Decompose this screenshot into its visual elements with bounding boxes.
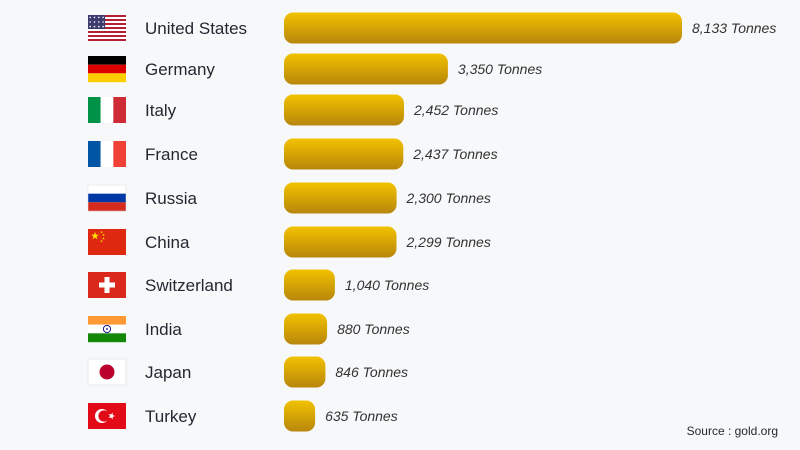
india-flag-icon — [88, 316, 126, 343]
bar — [284, 138, 404, 170]
value-label: 2,452 Tonnes — [413, 102, 498, 118]
value-label: 2,299 Tonnes — [406, 234, 491, 250]
value-label: 2,437 Tonnes — [412, 146, 497, 162]
country-label: Turkey — [145, 407, 197, 426]
bar — [284, 226, 397, 258]
bar — [284, 182, 397, 214]
value-label: 2,300 Tonnes — [406, 190, 491, 206]
value-label: 846 Tonnes — [335, 364, 408, 380]
us-flag-icon — [88, 15, 126, 41]
value-label: 880 Tonnes — [337, 321, 410, 337]
italy-flag-icon — [88, 97, 126, 123]
bar — [284, 269, 335, 301]
country-label: China — [145, 233, 190, 252]
bar — [284, 356, 326, 388]
bar — [284, 53, 448, 85]
france-flag-icon — [88, 141, 126, 167]
bar — [284, 400, 316, 432]
country-label: Italy — [145, 101, 177, 120]
country-label: Russia — [145, 189, 198, 208]
bar — [284, 94, 404, 126]
value-label: 635 Tonnes — [325, 408, 398, 424]
country-label: India — [145, 320, 182, 339]
country-label: Switzerland — [145, 276, 233, 295]
country-label: Germany — [145, 60, 215, 79]
china-flag-icon — [88, 229, 126, 255]
japan-flag-icon — [87, 358, 127, 386]
value-label: 3,350 Tonnes — [458, 61, 542, 77]
bar — [284, 12, 682, 44]
source-note: Source : gold.org — [686, 424, 778, 438]
turkey-flag-icon — [88, 403, 126, 429]
value-label: 8,133 Tonnes — [692, 20, 776, 36]
country-label: Japan — [145, 363, 191, 382]
germany-flag-icon — [88, 56, 126, 83]
switzerland-flag-icon — [88, 272, 126, 298]
value-label: 1,040 Tonnes — [345, 277, 429, 293]
country-label: United States — [145, 19, 247, 38]
country-label: France — [145, 145, 198, 164]
russia-flag-icon — [87, 184, 127, 212]
bar — [284, 313, 328, 345]
